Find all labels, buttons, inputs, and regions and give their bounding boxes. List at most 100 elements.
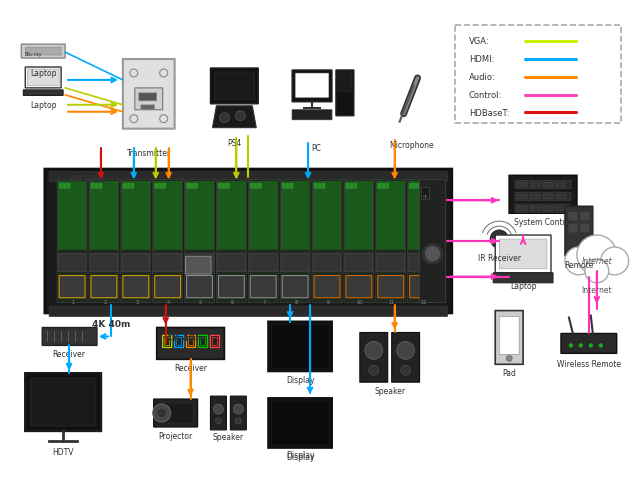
FancyBboxPatch shape	[515, 205, 571, 213]
FancyBboxPatch shape	[49, 307, 447, 317]
FancyBboxPatch shape	[322, 184, 325, 189]
FancyBboxPatch shape	[259, 184, 261, 189]
Text: IR Receiver: IR Receiver	[477, 254, 521, 262]
FancyBboxPatch shape	[543, 195, 553, 199]
FancyBboxPatch shape	[517, 183, 527, 187]
Circle shape	[369, 365, 379, 376]
FancyBboxPatch shape	[28, 70, 59, 87]
FancyBboxPatch shape	[218, 182, 245, 250]
FancyBboxPatch shape	[271, 401, 329, 445]
Circle shape	[601, 247, 628, 275]
FancyBboxPatch shape	[281, 254, 309, 272]
FancyBboxPatch shape	[216, 180, 246, 303]
FancyBboxPatch shape	[515, 181, 571, 189]
Text: 10: 10	[356, 299, 363, 304]
FancyBboxPatch shape	[295, 74, 329, 99]
Text: 8: 8	[294, 299, 298, 304]
FancyBboxPatch shape	[200, 338, 205, 346]
Text: Pad: Pad	[502, 368, 516, 378]
Text: HDMI:: HDMI:	[469, 55, 494, 64]
FancyBboxPatch shape	[517, 207, 527, 211]
Text: CE: CE	[423, 195, 428, 199]
FancyBboxPatch shape	[155, 276, 180, 298]
FancyBboxPatch shape	[556, 207, 566, 211]
FancyBboxPatch shape	[565, 207, 593, 257]
Text: Remote: Remote	[564, 260, 593, 269]
FancyBboxPatch shape	[248, 180, 278, 303]
FancyBboxPatch shape	[345, 182, 372, 250]
Text: Internet: Internet	[582, 285, 612, 294]
FancyBboxPatch shape	[313, 254, 341, 272]
FancyBboxPatch shape	[392, 333, 420, 382]
FancyBboxPatch shape	[250, 254, 277, 272]
FancyBboxPatch shape	[91, 184, 94, 189]
FancyBboxPatch shape	[99, 184, 102, 189]
Circle shape	[589, 344, 593, 348]
FancyBboxPatch shape	[250, 184, 253, 189]
FancyBboxPatch shape	[377, 254, 404, 272]
FancyBboxPatch shape	[57, 180, 87, 303]
Text: 1: 1	[72, 299, 75, 304]
Text: Display: Display	[286, 376, 314, 384]
FancyBboxPatch shape	[420, 180, 445, 303]
Text: PC: PC	[311, 143, 321, 152]
FancyBboxPatch shape	[408, 254, 436, 272]
FancyBboxPatch shape	[268, 322, 332, 372]
FancyBboxPatch shape	[386, 184, 388, 189]
Polygon shape	[212, 106, 256, 128]
FancyBboxPatch shape	[417, 184, 420, 189]
Text: VGA:: VGA:	[469, 37, 490, 46]
FancyBboxPatch shape	[187, 184, 189, 189]
FancyBboxPatch shape	[186, 254, 214, 272]
FancyBboxPatch shape	[58, 182, 86, 250]
FancyBboxPatch shape	[360, 333, 388, 382]
FancyBboxPatch shape	[561, 334, 617, 354]
FancyBboxPatch shape	[58, 254, 86, 272]
Text: 6: 6	[231, 299, 234, 304]
Text: Transmitter: Transmitter	[127, 148, 171, 157]
FancyBboxPatch shape	[495, 311, 523, 364]
Circle shape	[236, 111, 245, 121]
Text: Laptop: Laptop	[30, 101, 56, 109]
Text: Display: Display	[286, 450, 314, 459]
FancyBboxPatch shape	[163, 184, 166, 189]
FancyBboxPatch shape	[218, 276, 244, 298]
FancyBboxPatch shape	[49, 172, 447, 182]
FancyBboxPatch shape	[530, 195, 540, 199]
FancyBboxPatch shape	[254, 184, 257, 189]
FancyBboxPatch shape	[381, 184, 385, 189]
FancyBboxPatch shape	[157, 403, 193, 423]
FancyBboxPatch shape	[214, 73, 254, 101]
FancyBboxPatch shape	[581, 225, 589, 233]
Text: 4K 40m: 4K 40m	[70, 175, 108, 184]
Circle shape	[426, 247, 440, 261]
FancyBboxPatch shape	[91, 276, 117, 298]
FancyBboxPatch shape	[312, 180, 342, 303]
FancyBboxPatch shape	[189, 338, 193, 346]
FancyBboxPatch shape	[186, 182, 214, 250]
Text: Laptop: Laptop	[30, 69, 56, 78]
Text: 12: 12	[420, 299, 427, 304]
FancyBboxPatch shape	[346, 276, 372, 298]
FancyBboxPatch shape	[154, 399, 198, 427]
Text: 5: 5	[199, 299, 202, 304]
FancyBboxPatch shape	[410, 276, 435, 298]
FancyBboxPatch shape	[495, 236, 551, 273]
Circle shape	[401, 365, 411, 376]
FancyBboxPatch shape	[212, 338, 218, 346]
FancyBboxPatch shape	[345, 254, 372, 272]
Text: 2: 2	[104, 299, 106, 304]
FancyBboxPatch shape	[250, 276, 276, 298]
Text: 9: 9	[326, 299, 330, 304]
FancyBboxPatch shape	[377, 182, 404, 250]
FancyBboxPatch shape	[122, 182, 150, 250]
FancyBboxPatch shape	[154, 254, 182, 272]
FancyBboxPatch shape	[281, 182, 309, 250]
Text: Speaker: Speaker	[374, 386, 405, 395]
FancyBboxPatch shape	[530, 207, 540, 211]
FancyBboxPatch shape	[123, 184, 126, 189]
FancyBboxPatch shape	[121, 180, 151, 303]
Circle shape	[569, 344, 573, 348]
Text: Blu-ray: Blu-ray	[24, 51, 42, 57]
FancyBboxPatch shape	[218, 254, 245, 272]
